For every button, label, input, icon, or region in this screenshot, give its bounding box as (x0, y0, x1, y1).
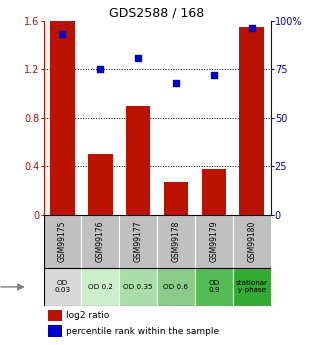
Bar (44, 268, 81, 306)
Bar (44, 215, 81, 268)
Bar (50, 21, 75, 215)
Text: OD
0.9: OD 0.9 (208, 280, 220, 294)
Text: stationar
y phase: stationar y phase (236, 280, 268, 294)
Point (174, 80, 179, 86)
Bar (164, 182, 188, 215)
Point (249, 26, 254, 31)
Point (60, 31, 65, 37)
Text: log2 ratio: log2 ratio (66, 311, 109, 320)
Title: GDS2588 / 168: GDS2588 / 168 (109, 7, 205, 20)
Point (98, 67, 103, 72)
Point (136, 55, 141, 60)
Bar (195, 215, 233, 268)
Bar (119, 215, 157, 268)
Text: GSM99178: GSM99178 (171, 220, 180, 262)
Bar (202, 169, 226, 215)
Text: OD 0.2: OD 0.2 (88, 284, 113, 290)
Text: GSM99176: GSM99176 (96, 220, 105, 262)
Bar (88, 154, 113, 215)
Bar (157, 215, 195, 268)
Bar (119, 268, 157, 306)
Text: GSM99177: GSM99177 (134, 220, 143, 262)
Bar (233, 268, 271, 306)
Bar (48, 309, 62, 321)
Bar (157, 268, 195, 306)
Point (211, 72, 216, 78)
Text: OD 0.35: OD 0.35 (123, 284, 153, 290)
Text: percentile rank within the sample: percentile rank within the sample (66, 327, 219, 336)
Bar (195, 268, 233, 306)
Bar (126, 106, 151, 215)
Bar (48, 325, 62, 336)
Bar (239, 27, 264, 215)
Text: GSM99180: GSM99180 (247, 220, 256, 262)
Bar (233, 215, 271, 268)
Bar (81, 215, 119, 268)
Text: OD
0.03: OD 0.03 (54, 280, 71, 294)
Text: GSM99175: GSM99175 (58, 220, 67, 262)
Bar (81, 268, 119, 306)
Text: OD 0.6: OD 0.6 (164, 284, 188, 290)
Text: GSM99179: GSM99179 (209, 220, 218, 262)
